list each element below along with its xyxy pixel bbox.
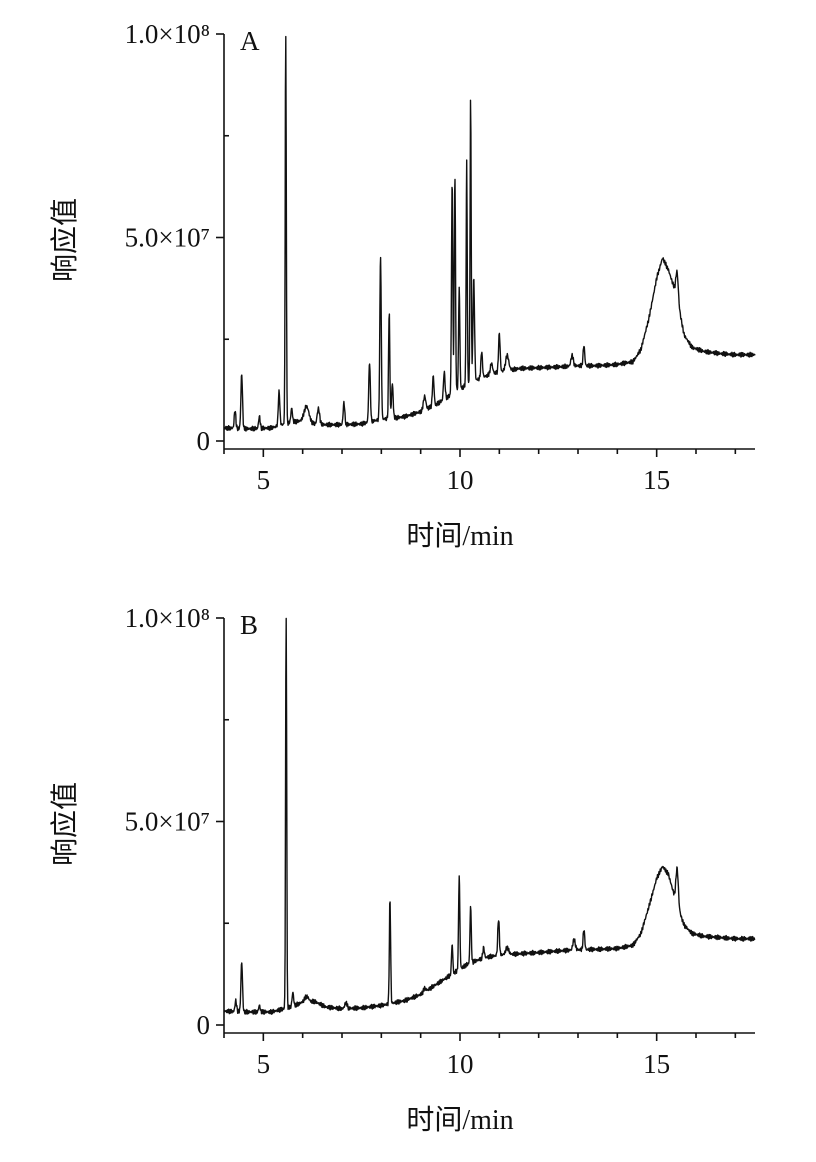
y-tick-label: 5.0×10⁷ — [125, 223, 210, 253]
x-tick-label: 5 — [257, 465, 271, 495]
x-tick-label: 5 — [257, 1049, 271, 1079]
chromatogram-trace — [223, 35, 756, 432]
chart-b-svg: B 响应值 时间/min 0 5.0×10⁷ 1.0×10⁸ 5 10 15 — [49, 603, 756, 1136]
x-tick-label: 10 — [447, 465, 474, 495]
panel-label-b: B — [240, 610, 258, 640]
chromatogram-panel-a: A 响应值 时间/min 0 5.0×10⁷ 1.0×10⁸ 5 10 15 — [0, 0, 816, 578]
y-tick-label: 0 — [197, 1010, 211, 1040]
y-tick-label: 1.0×10⁸ — [125, 19, 210, 49]
x-axis-title-a: 时间/min — [406, 520, 513, 552]
y-axis-title-b: 响应值 — [49, 782, 81, 866]
chart-a-svg: A 响应值 时间/min 0 5.0×10⁷ 1.0×10⁸ 5 10 15 — [49, 19, 756, 552]
chromatogram-panel-b: B 响应值 时间/min 0 5.0×10⁷ 1.0×10⁸ 5 10 15 — [0, 584, 816, 1162]
y-tick-label: 0 — [197, 426, 211, 456]
chromatogram-trace — [223, 617, 756, 1015]
x-tick-label: 10 — [447, 1049, 474, 1079]
x-tick-label: 15 — [643, 1049, 670, 1079]
panel-label-a: A — [240, 26, 260, 56]
y-tick-label: 1.0×10⁸ — [125, 603, 210, 633]
x-axis-title-b: 时间/min — [406, 1104, 513, 1136]
x-tick-label: 15 — [643, 465, 670, 495]
y-axis-title-a: 响应值 — [49, 198, 81, 282]
y-tick-label: 5.0×10⁷ — [125, 807, 210, 837]
